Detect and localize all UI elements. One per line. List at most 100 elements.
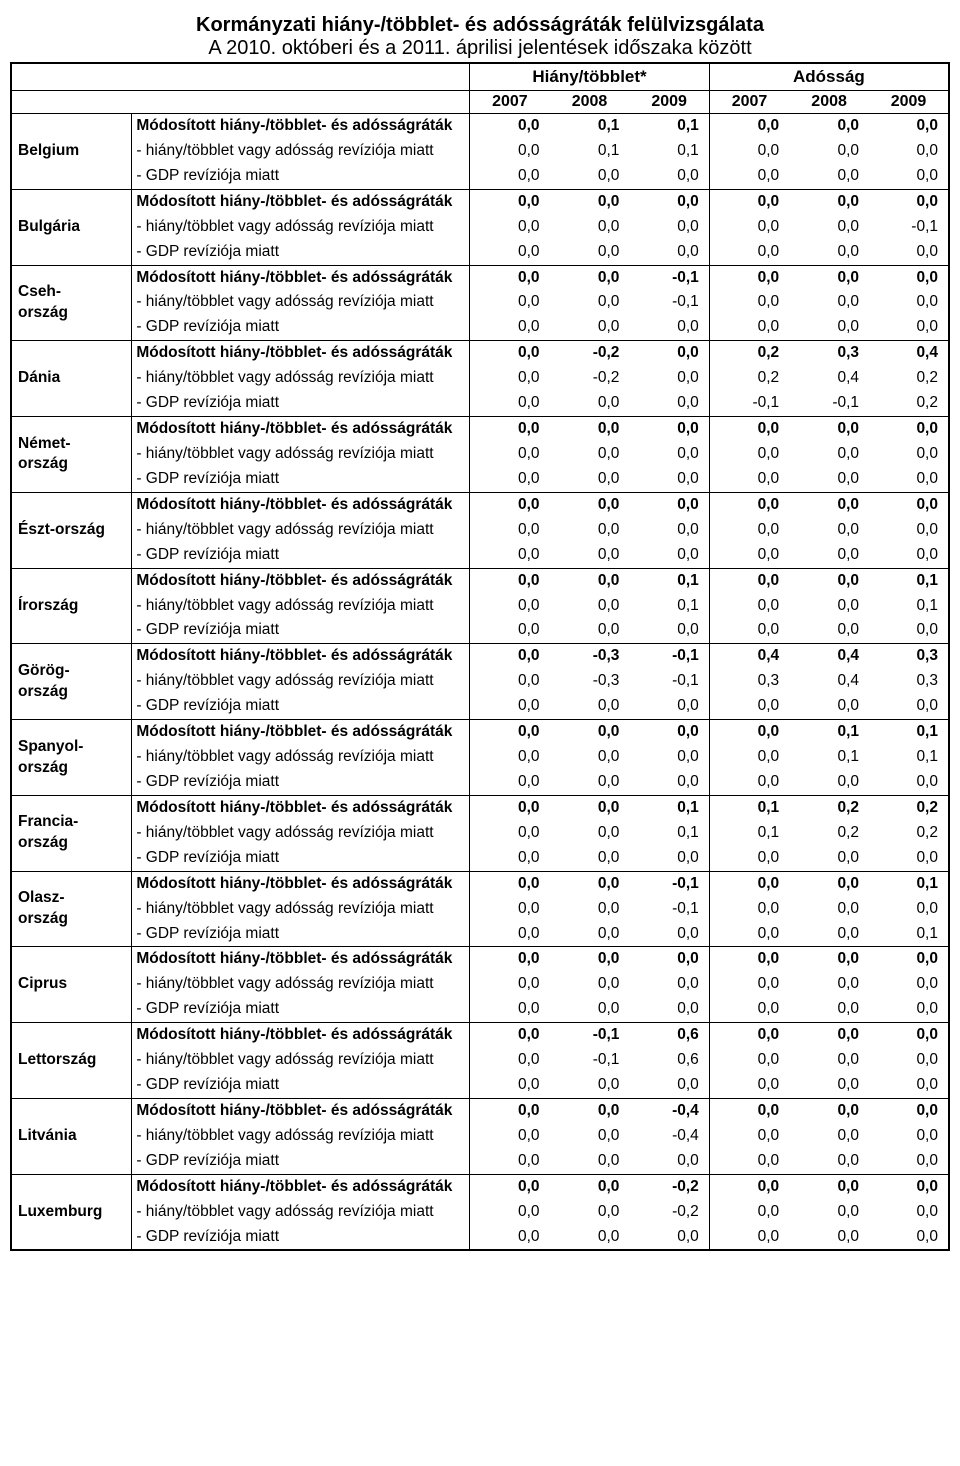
row-label-revision-ds: - hiány/többlet vagy adósság revíziója m… [132, 1048, 470, 1073]
value-cell: 0,0 [789, 467, 869, 492]
value-cell: 0,1 [709, 795, 789, 820]
value-cell: 0,0 [550, 897, 630, 922]
value-cell: 0,0 [629, 997, 709, 1022]
table-row: - GDP revíziója miatt0,00,00,00,00,00,0 [11, 240, 949, 265]
value-cell: 0,0 [629, 315, 709, 340]
table-row: - hiány/többlet vagy adósság revíziója m… [11, 897, 949, 922]
value-cell: 0,0 [550, 1124, 630, 1149]
row-label-revision-gdp: - GDP revíziója miatt [132, 240, 470, 265]
value-cell: 0,0 [470, 694, 550, 719]
value-cell: 0,0 [470, 568, 550, 593]
value-cell: -0,1 [629, 669, 709, 694]
row-label-modified: Módosított hiány-/többlet- és adósságrát… [132, 189, 470, 214]
header-group-row: Hiány/többlet* Adósság [11, 63, 949, 91]
value-cell: 0,0 [789, 846, 869, 871]
value-cell: 0,0 [709, 543, 789, 568]
value-cell: 0,0 [709, 947, 789, 972]
value-cell: 0,2 [869, 795, 949, 820]
value-cell: 0,0 [789, 240, 869, 265]
row-label-revision-gdp: - GDP revíziója miatt [132, 694, 470, 719]
value-cell: 0,0 [709, 315, 789, 340]
value-cell: 0,0 [550, 922, 630, 947]
value-cell: 0,0 [869, 1149, 949, 1174]
country-cell: Görög-ország [11, 644, 132, 720]
year-col: 2008 [789, 91, 869, 114]
value-cell: 0,0 [629, 391, 709, 416]
value-cell: 0,0 [470, 290, 550, 315]
year-col: 2007 [709, 91, 789, 114]
value-cell: 0,0 [550, 492, 630, 517]
value-cell: 0,0 [550, 518, 630, 543]
value-cell: 0,0 [550, 240, 630, 265]
value-cell: 0,0 [869, 1023, 949, 1048]
value-cell: 0,0 [629, 189, 709, 214]
value-cell: 0,0 [869, 972, 949, 997]
value-cell: 0,0 [709, 1225, 789, 1251]
row-label-revision-gdp: - GDP revíziója miatt [132, 467, 470, 492]
country-cell: Francia-ország [11, 795, 132, 871]
row-label-revision-ds: - hiány/többlet vagy adósság revíziója m… [132, 594, 470, 619]
value-cell: 0,0 [869, 618, 949, 643]
table-row: - GDP revíziója miatt0,00,00,00,00,00,0 [11, 770, 949, 795]
row-label-revision-gdp: - GDP revíziója miatt [132, 1073, 470, 1098]
value-cell: 0,0 [629, 366, 709, 391]
value-cell: 0,0 [629, 972, 709, 997]
value-cell: 0,0 [789, 290, 869, 315]
table-row: - GDP revíziója miatt0,00,00,00,00,00,0 [11, 997, 949, 1022]
value-cell: 0,0 [470, 871, 550, 896]
value-cell: 0,0 [470, 1098, 550, 1123]
header-deficit: Hiány/többlet* [470, 63, 710, 91]
value-cell: 0,3 [709, 669, 789, 694]
page-subtitle: A 2010. októberi és a 2011. áprilisi jel… [10, 37, 950, 60]
value-cell: 0,1 [629, 139, 709, 164]
value-cell: 0,0 [709, 492, 789, 517]
country-cell: Írország [11, 568, 132, 644]
value-cell: 0,0 [789, 189, 869, 214]
table-row: CiprusMódosított hiány-/többlet- és adós… [11, 947, 949, 972]
value-cell: 0,0 [709, 290, 789, 315]
table-row: LitvániaMódosított hiány-/többlet- és ad… [11, 1098, 949, 1123]
value-cell: 0,0 [550, 1073, 630, 1098]
value-cell: 0,0 [550, 694, 630, 719]
row-label-revision-gdp: - GDP revíziója miatt [132, 1225, 470, 1251]
value-cell: 0,0 [709, 618, 789, 643]
value-cell: 0,0 [789, 164, 869, 189]
value-cell: 0,0 [550, 972, 630, 997]
value-cell: 0,0 [709, 518, 789, 543]
value-cell: 0,0 [869, 467, 949, 492]
value-cell: 0,0 [709, 240, 789, 265]
value-cell: 0,0 [470, 669, 550, 694]
value-cell: -0,1 [629, 871, 709, 896]
row-label-modified: Módosított hiány-/többlet- és adósságrát… [132, 1098, 470, 1123]
value-cell: 0,0 [470, 442, 550, 467]
value-cell: 0,0 [869, 1124, 949, 1149]
value-cell: 0,0 [629, 745, 709, 770]
table-row: - hiány/többlet vagy adósság revíziója m… [11, 972, 949, 997]
value-cell: 0,1 [869, 594, 949, 619]
value-cell: 0,0 [629, 1225, 709, 1251]
value-cell: 0,0 [869, 442, 949, 467]
table-row: Görög-országMódosított hiány-/többlet- é… [11, 644, 949, 669]
value-cell: 0,0 [709, 467, 789, 492]
value-cell: 0,0 [789, 568, 869, 593]
header-empty [11, 63, 470, 91]
value-cell: 0,0 [709, 1124, 789, 1149]
value-cell: 0,0 [869, 240, 949, 265]
value-cell: 0,0 [709, 770, 789, 795]
table-row: - GDP revíziója miatt0,00,00,00,00,00,0 [11, 846, 949, 871]
value-cell: -0,1 [869, 215, 949, 240]
value-cell: 0,0 [629, 518, 709, 543]
value-cell: 0,0 [629, 215, 709, 240]
value-cell: 0,0 [709, 897, 789, 922]
value-cell: 0,0 [709, 694, 789, 719]
value-cell: 0,3 [789, 341, 869, 366]
value-cell: 0,0 [789, 1124, 869, 1149]
value-cell: 0,0 [869, 417, 949, 442]
value-cell: 0,0 [709, 997, 789, 1022]
value-cell: 0,0 [470, 897, 550, 922]
value-cell: 0,0 [869, 315, 949, 340]
value-cell: 0,0 [470, 972, 550, 997]
value-cell: -0,3 [550, 669, 630, 694]
value-cell: 0,0 [470, 417, 550, 442]
value-cell: 0,0 [470, 1023, 550, 1048]
